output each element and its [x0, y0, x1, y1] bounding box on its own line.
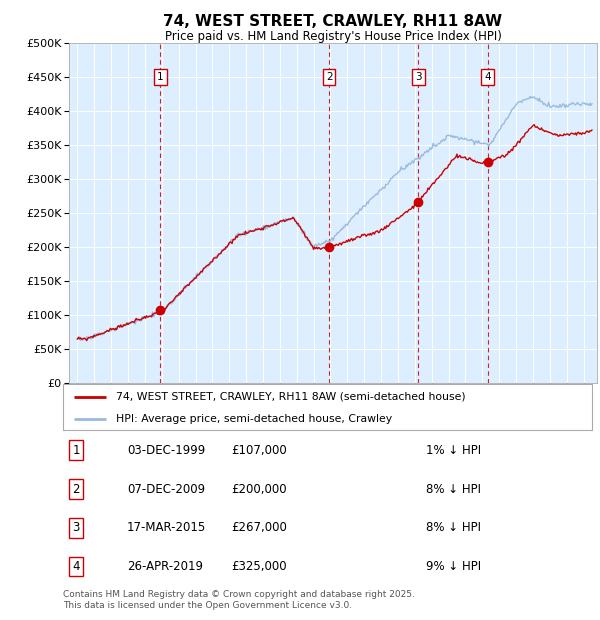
Text: HPI: Average price, semi-detached house, Crawley: HPI: Average price, semi-detached house,… [116, 414, 392, 424]
Text: 4: 4 [484, 73, 491, 82]
Text: £325,000: £325,000 [232, 560, 287, 573]
Text: Contains HM Land Registry data © Crown copyright and database right 2025.
This d: Contains HM Land Registry data © Crown c… [63, 590, 415, 609]
Text: £267,000: £267,000 [232, 521, 287, 534]
Text: £107,000: £107,000 [232, 444, 287, 457]
Text: 2: 2 [326, 73, 332, 82]
Text: 8% ↓ HPI: 8% ↓ HPI [426, 521, 481, 534]
Text: 74, WEST STREET, CRAWLEY, RH11 8AW: 74, WEST STREET, CRAWLEY, RH11 8AW [163, 14, 503, 29]
Text: 1% ↓ HPI: 1% ↓ HPI [426, 444, 481, 457]
Text: £200,000: £200,000 [232, 482, 287, 495]
FancyBboxPatch shape [63, 384, 592, 430]
Text: Price paid vs. HM Land Registry's House Price Index (HPI): Price paid vs. HM Land Registry's House … [164, 30, 502, 43]
Text: 3: 3 [415, 73, 422, 82]
Text: 03-DEC-1999: 03-DEC-1999 [127, 444, 205, 457]
Text: 3: 3 [73, 521, 80, 534]
Text: 4: 4 [73, 560, 80, 573]
Text: 9% ↓ HPI: 9% ↓ HPI [426, 560, 481, 573]
Text: 74, WEST STREET, CRAWLEY, RH11 8AW (semi-detached house): 74, WEST STREET, CRAWLEY, RH11 8AW (semi… [116, 391, 466, 402]
Text: 26-APR-2019: 26-APR-2019 [127, 560, 203, 573]
Text: 17-MAR-2015: 17-MAR-2015 [127, 521, 206, 534]
Text: 8% ↓ HPI: 8% ↓ HPI [426, 482, 481, 495]
Text: 2: 2 [73, 482, 80, 495]
Text: 1: 1 [73, 444, 80, 457]
Text: 1: 1 [157, 73, 164, 82]
Text: 07-DEC-2009: 07-DEC-2009 [127, 482, 205, 495]
